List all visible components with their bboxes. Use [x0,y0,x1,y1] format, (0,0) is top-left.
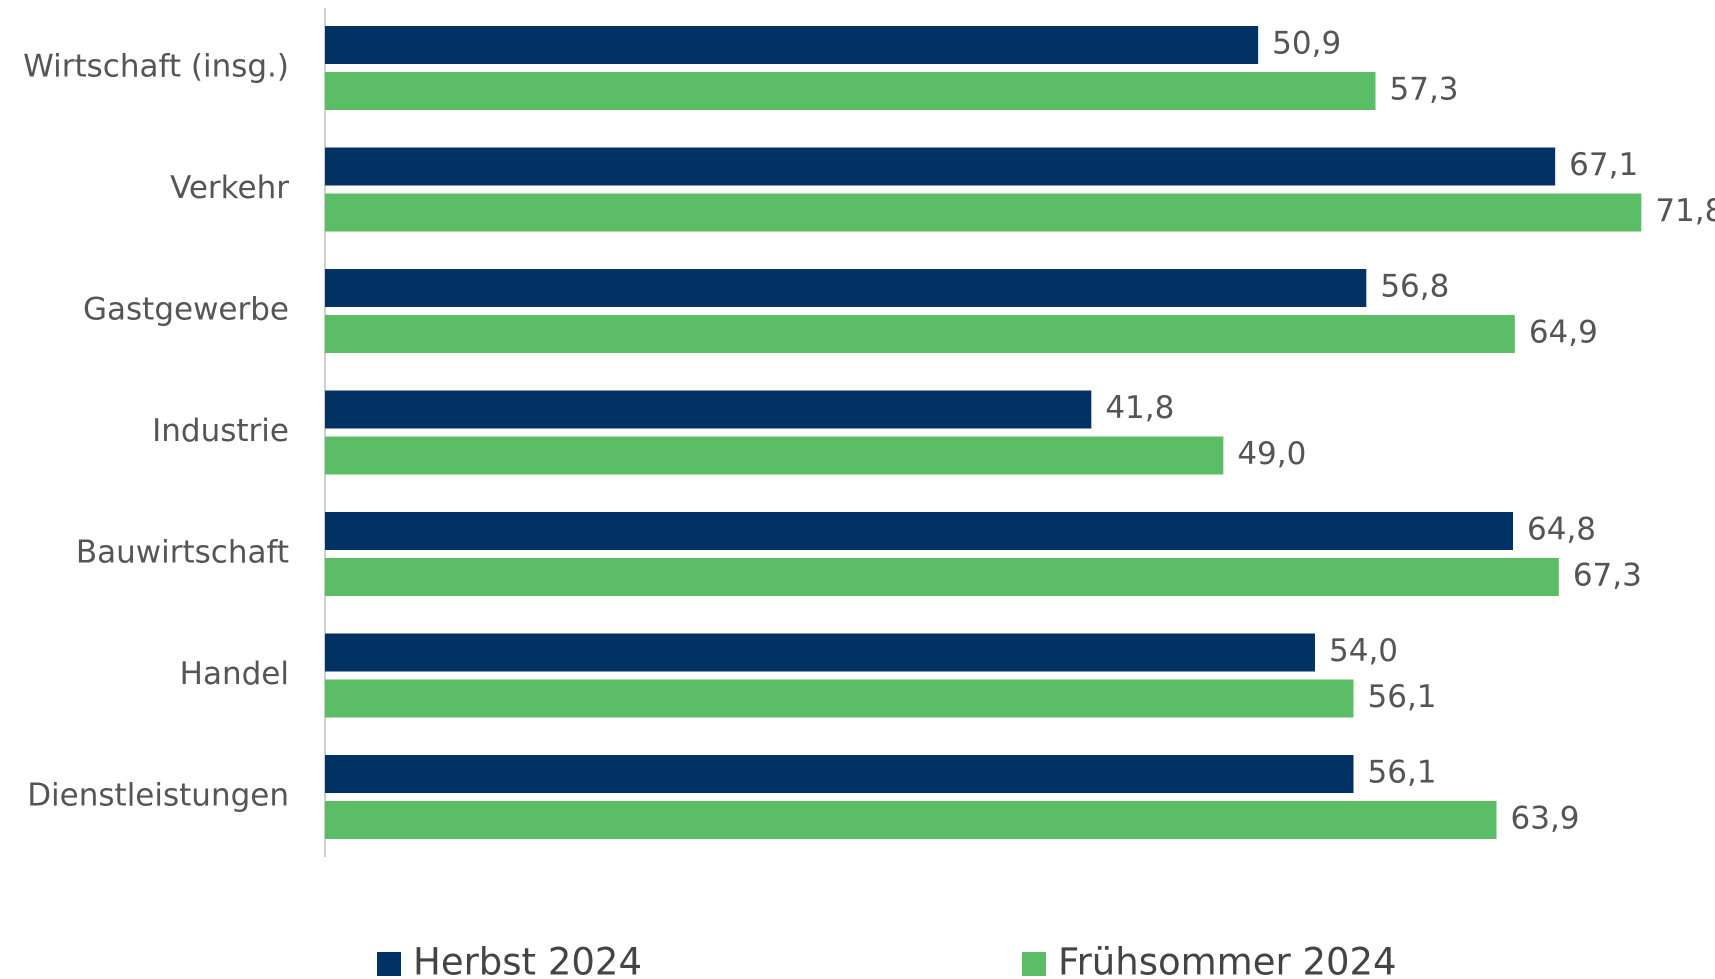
category-label: Dienstleistungen [27,778,289,814]
legend-label: Frühsommer 2024 [1058,941,1397,979]
bar [325,315,1515,353]
bar [325,755,1354,793]
value-label: 49,0 [1237,436,1306,472]
value-label: 56,8 [1380,269,1449,305]
bar [325,679,1354,718]
legend-label: Herbst 2024 [413,941,642,979]
value-label: 67,1 [1569,147,1638,183]
bar [325,436,1224,475]
bar [325,26,1259,64]
category-label: Gastgewerbe [83,292,289,328]
bar [325,390,1092,429]
value-label: 64,9 [1529,315,1598,351]
value-label: 56,1 [1368,755,1437,791]
bar [325,193,1642,232]
value-label: 57,3 [1390,72,1459,108]
bar [325,512,1513,550]
value-label: 54,0 [1329,633,1398,669]
bar [325,72,1376,110]
category-label: Verkehr [170,170,289,206]
bar [325,801,1497,839]
value-label: 50,9 [1272,26,1341,62]
value-label: 64,8 [1527,512,1596,548]
bar [325,558,1559,596]
category-label: Industrie [152,413,289,449]
bar [325,147,1556,186]
legend-swatch [377,952,401,976]
value-label: 67,3 [1573,558,1642,594]
legend-swatch [1022,952,1046,976]
bar [325,633,1315,672]
category-label: Wirtschaft (insg.) [23,49,289,85]
value-label: 71,8 [1655,193,1715,229]
value-label: 63,9 [1511,801,1580,837]
value-label: 41,8 [1105,390,1174,426]
bar [325,269,1367,307]
category-label: Bauwirtschaft [76,535,289,571]
category-label: Handel [180,656,289,692]
value-label: 56,1 [1368,679,1437,715]
